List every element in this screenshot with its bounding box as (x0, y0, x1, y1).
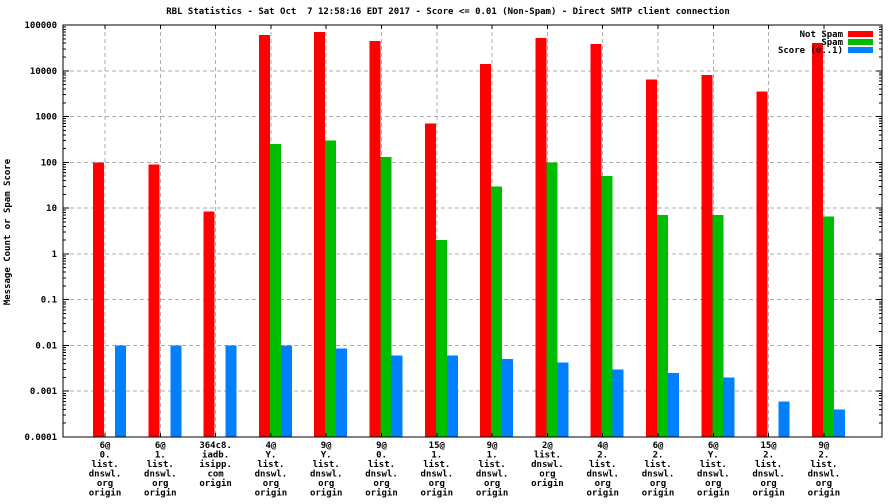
bar-score-0-1 (612, 369, 624, 437)
bar-spam (712, 215, 724, 437)
legend-swatch (848, 47, 873, 53)
bar-score-0-1 (170, 345, 182, 437)
bar-score-0-1 (336, 348, 348, 437)
bar-spam (657, 215, 668, 437)
bar-not-spam (590, 44, 602, 437)
x-tick-label: 4@ 2. list. dnswl. org origin (586, 441, 619, 499)
bar-score-0-1 (668, 373, 679, 437)
x-tick-label: 2@ list. dnswl. org origin (531, 441, 564, 489)
x-tick-label: 4@ Y. list. dnswl. org origin (255, 441, 288, 499)
x-tick-label: 9@ 2. list. dnswl. org origin (808, 441, 841, 499)
bar-score-0-1 (723, 377, 735, 437)
y-tick-label: 0.001 (30, 387, 57, 397)
bar-score-0-1 (225, 345, 237, 437)
bar-not-spam (258, 35, 270, 438)
x-tick-label: 15@ 1. list. dnswl. org origin (421, 441, 454, 499)
x-tick-label: 9@ Y. list. dnswl. org origin (310, 441, 343, 499)
bar-score-0-1 (391, 355, 403, 437)
bar-spam (269, 144, 281, 438)
bar-spam (435, 240, 447, 437)
bar-not-spam (480, 64, 492, 437)
legend-swatch (848, 31, 873, 37)
bar-not-spam (811, 43, 823, 438)
legend-label: Score (0..1) (778, 46, 843, 56)
plot-border (62, 24, 883, 438)
y-tick-label: 0.0001 (24, 433, 57, 443)
bar-not-spam (148, 164, 160, 437)
bar-not-spam (93, 162, 104, 438)
x-tick-label: 6@ 0. list. dnswl. org origin (89, 441, 122, 499)
y-tick-label: 100 (41, 158, 57, 168)
bar-not-spam (701, 75, 713, 437)
y-tick-label: 10 (46, 204, 57, 214)
bar-not-spam (756, 91, 768, 438)
x-tick-label: 6@ 1. list. dnswl. org origin (144, 441, 177, 499)
bar-not-spam (424, 123, 436, 438)
bar-score-0-1 (115, 345, 126, 437)
bar-spam (491, 186, 503, 437)
bar-not-spam (314, 32, 326, 438)
bar-not-spam (369, 40, 381, 438)
y-tick-label: 10000 (30, 67, 57, 77)
y-tick-label: 0.1 (41, 296, 57, 306)
x-tick-label: 364c8. iadb. isipp. com origin (199, 441, 232, 489)
bar-not-spam (646, 79, 657, 437)
bar-score-0-1 (778, 401, 790, 437)
bar-score-0-1 (280, 345, 292, 437)
x-tick-label: 15@ 2. list. dnswl. org origin (752, 441, 785, 499)
bar-not-spam (535, 38, 547, 438)
bar-score-0-1 (557, 362, 569, 437)
x-tick-label: 6@ Y. list. dnswl. org origin (697, 441, 730, 499)
bar-not-spam (203, 211, 215, 437)
bar-spam (546, 162, 558, 438)
bar-score-0-1 (833, 409, 845, 437)
x-tick-label: 6@ 2. list. dnswl. org origin (642, 441, 675, 499)
legend-label: Spam (821, 38, 843, 48)
bar-score-0-1 (502, 359, 514, 437)
y-tick-label: 0.01 (35, 341, 57, 351)
x-tick-label: 9@ 1. list. dnswl. org origin (476, 441, 509, 499)
legend-label: Not Spam (800, 30, 844, 40)
bar-spam (601, 176, 613, 437)
y-tick-label: 100000 (24, 21, 57, 31)
legend-swatch (848, 39, 873, 45)
y-tick-label: 1 (52, 250, 57, 260)
x-tick-label: 9@ 0. list. dnswl. org origin (365, 441, 398, 499)
bar-spam (380, 157, 392, 438)
bar-spam (325, 140, 337, 438)
bar-spam (822, 216, 834, 437)
bar-score-0-1 (446, 355, 458, 437)
y-tick-label: 1000 (35, 113, 57, 123)
chart-title: RBL Statistics - Sat Oct 7 12:58:16 EDT … (166, 7, 730, 17)
